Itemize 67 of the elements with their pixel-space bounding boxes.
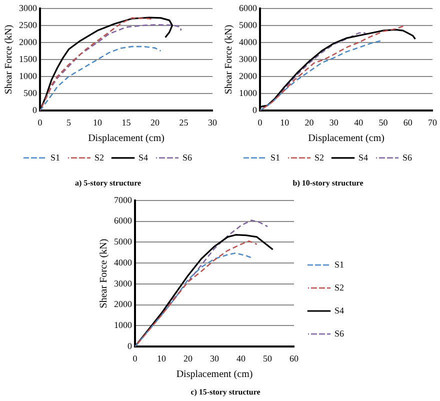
y-tick-label: 6000: [239, 2, 258, 13]
legend-label: S4: [358, 152, 369, 162]
y-tick-label: 6000: [114, 216, 132, 226]
y-tick-label: 2000: [239, 70, 258, 81]
legend-label: S6: [182, 152, 193, 162]
x-tick-label: 40: [236, 353, 246, 364]
y-tick-label: 1500: [19, 54, 38, 64]
x-tick-label: 20: [150, 117, 160, 128]
y-axis-title: Shear Force (kN): [98, 238, 110, 308]
line-series: [40, 17, 153, 111]
x-tick-label: 50: [262, 353, 272, 364]
y-tick-label: 1000: [239, 88, 258, 98]
y-tick-label: 2500: [19, 20, 38, 30]
x-tick-label: 20: [304, 117, 314, 128]
legend-label: S4: [334, 305, 344, 316]
text: a) 5-story structure: [74, 178, 142, 188]
legend-label: S6: [334, 328, 344, 338]
y-tick-label: 4000: [239, 36, 258, 47]
x-tick-label: 5: [66, 117, 72, 128]
legend-label: S1: [270, 152, 280, 162]
x-tick-label: 20: [184, 353, 193, 364]
text: b) 10-story structure: [292, 178, 364, 188]
y-tick-label: 4000: [114, 257, 132, 268]
x-axis-title: Displacement (cm): [88, 133, 164, 144]
x-tick-label: 10: [280, 117, 290, 128]
y-tick-label: 5000: [239, 20, 258, 30]
x-tick-label: 50: [378, 117, 388, 128]
y-tick-label: 1000: [19, 70, 38, 81]
y-tick-label: 2000: [114, 299, 132, 310]
y-tick-label: 3000: [114, 278, 132, 288]
legend-label: S1: [334, 259, 344, 270]
line-series: [135, 240, 258, 347]
legend-label: S2: [94, 152, 104, 162]
y-tick-label: 1000: [114, 320, 132, 330]
x-tick-label: 25: [179, 117, 189, 128]
y-tick-label: 3000: [19, 2, 38, 13]
line-series: [40, 46, 162, 111]
x-tick-label: 70: [428, 117, 438, 128]
y-tick-label: 500: [24, 88, 38, 98]
legend-label: S6: [402, 152, 413, 162]
y-axis-title: Shear Force (kN): [4, 24, 15, 94]
x-tick-label: 30: [210, 353, 220, 364]
x-tick-label: 30: [208, 117, 218, 128]
y-tick-label: 0: [128, 340, 132, 351]
x-axis-title: Displacement (cm): [308, 133, 384, 144]
y-tick-label: 7000: [114, 194, 132, 205]
x-axis-title: Displacement (cm): [176, 369, 253, 380]
x-tick-label: 30: [329, 117, 339, 128]
legend-label: S4: [138, 152, 149, 162]
x-tick-label: 10: [157, 353, 166, 364]
x-tick-label: 10: [93, 117, 102, 128]
x-tick-label: 15: [122, 117, 132, 128]
y-tick-label: 0: [32, 104, 38, 115]
x-tick-label: 40: [354, 117, 364, 128]
legend-label: S2: [334, 282, 344, 292]
line-series: [135, 252, 252, 347]
y-tick-label: 5000: [114, 236, 132, 247]
y-tick-label: 2000: [19, 36, 38, 47]
y-tick-label: 0: [252, 104, 258, 115]
legend-label: S2: [314, 152, 324, 162]
y-tick-label: 3000: [239, 54, 258, 64]
x-tick-label: 60: [289, 353, 299, 364]
legend-label: S1: [50, 152, 60, 162]
text: c) 15-story structure: [190, 387, 261, 396]
y-axis-title: Shear Force (kN): [224, 24, 235, 94]
line-series: [260, 40, 382, 111]
x-tick-label: 60: [403, 117, 413, 128]
